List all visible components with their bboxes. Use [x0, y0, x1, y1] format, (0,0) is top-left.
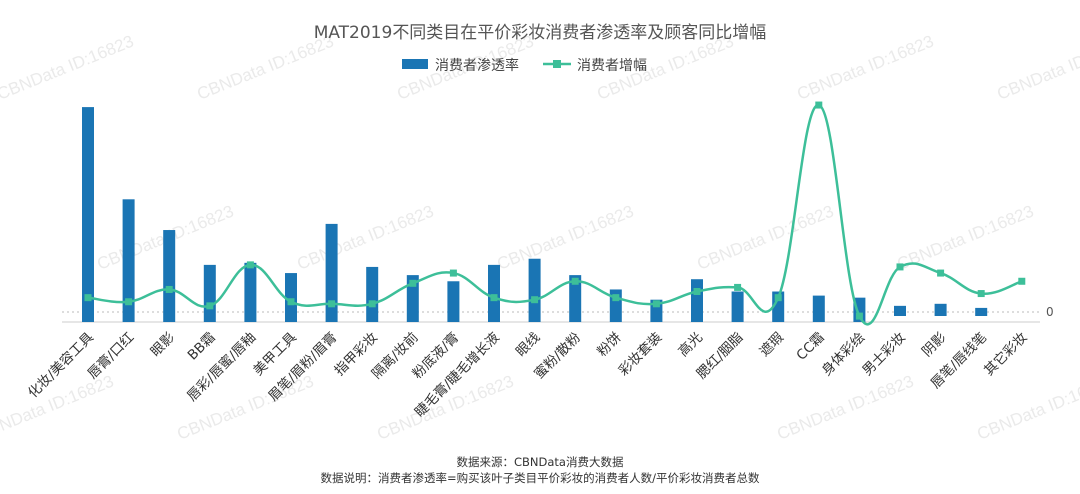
x-tick-label: 眼影 — [148, 330, 178, 360]
bar-9 — [447, 281, 460, 322]
line-point-5 — [287, 298, 295, 306]
x-tick-label: 阴影 — [919, 330, 949, 360]
watermark-text: CBNData ID:16823 — [694, 202, 836, 274]
watermark-text: CBNData ID:16823 — [974, 372, 1080, 444]
line-point-12 — [571, 277, 579, 285]
source-note: 数据来源：CBNData消费大数据 — [457, 455, 624, 469]
bar-22 — [975, 307, 988, 316]
line-point-16 — [734, 283, 742, 291]
bar-10 — [488, 264, 500, 322]
x-tick-label: BB霜 — [185, 330, 219, 364]
bar-15 — [691, 279, 703, 322]
line-point-6 — [328, 300, 336, 308]
bar-16 — [731, 291, 744, 322]
watermark-layer: CBNData ID:16823 CBNData ID:16823 CBNData … — [0, 32, 1080, 444]
bar-8 — [406, 275, 419, 322]
bar-7 — [366, 266, 379, 322]
bar-5 — [285, 273, 297, 322]
line-point-14 — [652, 300, 660, 308]
legend-bar-label: 消费者渗透率 — [435, 57, 519, 74]
legend-bar-swatch — [402, 59, 428, 69]
line-point-18 — [815, 101, 823, 109]
line-point-20 — [896, 263, 904, 271]
line-point-22 — [977, 290, 985, 298]
line-point-4 — [246, 261, 254, 269]
line-point-11 — [531, 296, 539, 304]
watermark-text: CBNData ID:16823 — [994, 32, 1080, 104]
line-point-13 — [612, 294, 620, 302]
bar-4 — [244, 262, 257, 322]
x-tick-label: CC霜 — [793, 330, 827, 364]
line-point-8 — [409, 279, 417, 287]
bar-3 — [203, 264, 216, 322]
line-point-3 — [206, 302, 214, 310]
legend-line-marker — [553, 60, 561, 68]
watermark-text: CBNData ID:16823 — [0, 32, 136, 104]
watermark-text: CBNData ID:16823 — [794, 32, 936, 104]
x-tick-label: 男士彩妆 — [859, 330, 908, 379]
bar-20 — [894, 305, 906, 316]
line-point-1 — [125, 298, 133, 306]
line-point-0 — [84, 294, 92, 302]
bar-21 — [934, 303, 947, 316]
x-tick-label: 遮瑕 — [757, 329, 788, 360]
x-tick-label: 其它彩妆 — [980, 329, 1030, 379]
line-point-23 — [1018, 277, 1026, 285]
line-point-10 — [490, 294, 498, 302]
legend-line-label: 消费者增幅 — [577, 58, 647, 74]
line-point-19 — [855, 312, 863, 320]
bar-6 — [325, 223, 338, 322]
x-tick-label: 眼线 — [513, 330, 543, 360]
bar-12 — [569, 275, 582, 322]
bars-group — [82, 107, 988, 322]
watermark-text: CBNData ID:16823 — [494, 202, 636, 274]
x-tick-label: 粉饼 — [594, 330, 624, 360]
x-tick-label: 彩妆套装 — [616, 330, 665, 379]
line-point-9 — [449, 269, 457, 277]
y-tick-label: 0 — [1046, 305, 1054, 319]
watermark-text: CBNData ID:16823 — [294, 202, 436, 274]
bar-18 — [812, 295, 825, 322]
line-point-21 — [937, 269, 945, 277]
line-point-2 — [165, 285, 173, 293]
legend: 消费者渗透率 消费者增幅 — [402, 57, 647, 74]
line-point-7 — [368, 300, 376, 308]
watermark-text: CBNData ID:16823 — [0, 372, 116, 444]
bar-1 — [122, 199, 135, 322]
line-points-group — [84, 101, 1026, 320]
watermark-text: CBNData ID:16823 — [774, 372, 916, 444]
bar-2 — [163, 230, 176, 322]
bar-11 — [528, 258, 541, 322]
chart-title: MAT2019不同类目在平价彩妆消费者渗透率及顾客同比增幅 — [314, 23, 767, 43]
x-tick-label: 高光 — [675, 329, 706, 360]
bar-0 — [82, 107, 94, 322]
line-point-15 — [693, 288, 701, 296]
x-tick-label: 身体彩绘 — [819, 330, 868, 379]
line-point-17 — [774, 294, 782, 302]
data-description-note: 数据说明：消费者渗透率=购买该叶子类目平价彩妆的消费者人数/平价彩妆消费者总数 — [320, 471, 760, 485]
